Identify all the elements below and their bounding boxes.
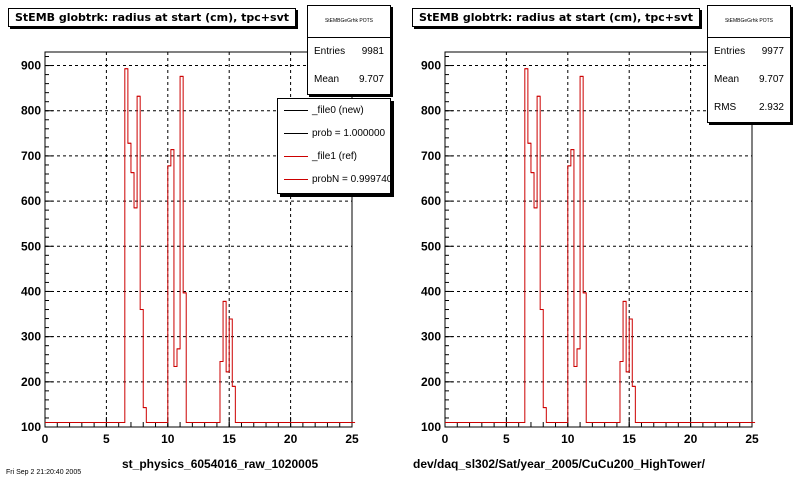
x-tick-label: 25 [745, 432, 759, 446]
y-tick-label: 200 [421, 375, 441, 389]
y-tick-label: 400 [21, 284, 41, 298]
legend-entry: _file1 (ref) [278, 145, 390, 168]
stats-mean-value: 9.707 [358, 74, 384, 85]
y-tick-label: 800 [21, 104, 41, 118]
x-axis-name-right: dev/daq_sl302/Sat/year_2005/CuCu200_High… [413, 457, 705, 471]
y-tick-label: 400 [421, 284, 441, 298]
y-tick-label: 600 [421, 194, 441, 208]
x-tick-label: 15 [623, 432, 637, 446]
chart-title-left: StEMB globtrk: radius at start (cm), tpc… [8, 8, 297, 27]
stats-entries-label: Entries [314, 46, 346, 57]
stats-mean-label: Mean [314, 74, 340, 85]
y-tick-label: 200 [21, 375, 41, 389]
y-tick-label: 500 [21, 239, 41, 253]
stats-name: StEMBGeGrhk POTS [708, 6, 790, 38]
timestamp-footer: Fri Sep 2 21:20:40 2005 [6, 469, 82, 476]
y-tick-label: 900 [21, 59, 41, 73]
legend-box: _file0 (new) prob = 1.000000 _file1 (ref… [277, 98, 391, 194]
plot-frame [444, 51, 753, 428]
y-tick-label: 300 [421, 330, 441, 344]
legend-label: _file0 (new) [312, 105, 364, 116]
legend-label: _file1 (ref) [312, 151, 358, 162]
legend-entry: prob = 1.000000 [278, 122, 390, 145]
x-tick-label: 25 [345, 432, 359, 446]
stats-entries-value: 9977 [761, 46, 784, 57]
stats-mean-label: Mean [714, 74, 740, 85]
stats-rms-label: RMS [714, 102, 737, 113]
y-tick-label: 700 [21, 149, 41, 163]
stats-mean-value: 9.707 [758, 74, 784, 85]
legend-label: probN = 0.999740 [312, 174, 391, 185]
legend-entry: probN = 0.999740 [278, 168, 390, 191]
legend-swatch [284, 156, 308, 157]
y-tick-label: 900 [421, 59, 441, 73]
legend-swatch [284, 133, 308, 134]
stats-name: StEMBGeGrhk POTS [308, 6, 390, 38]
histogram-plot-right: 100 200 300 400 500 600 700 800 900 0 5 10 15 20 25 [421, 51, 759, 446]
y-tick-label: 800 [421, 104, 441, 118]
stats-rms-value: 2.932 [758, 102, 784, 113]
x-tick-label: 15 [223, 432, 237, 446]
y-tick-label: 500 [421, 239, 441, 253]
x-tick-label: 10 [161, 432, 175, 446]
y-tick-label: 600 [21, 194, 41, 208]
stats-box-left: StEMBGeGrhk POTS Entries 9981 Mean 9.707 [307, 5, 391, 95]
x-tick-label: 0 [42, 432, 49, 446]
stats-box-right: StEMBGeGrhk POTS Entries 9977 Mean 9.707… [707, 5, 791, 123]
x-axis-name-left: st_physics_6054016_raw_1020005 [122, 457, 319, 471]
x-tick-label: 0 [442, 432, 449, 446]
x-tick-label: 20 [284, 432, 298, 446]
stats-entries-label: Entries [714, 46, 746, 57]
legend-swatch [284, 110, 308, 111]
x-tick-label: 20 [684, 432, 698, 446]
y-tick-label: 100 [421, 420, 441, 434]
legend-swatch [284, 179, 308, 180]
x-tick-label: 10 [561, 432, 575, 446]
y-tick-label: 100 [21, 420, 41, 434]
y-tick-label: 700 [421, 149, 441, 163]
y-tick-label: 300 [21, 330, 41, 344]
x-tick-label: 5 [503, 432, 510, 446]
stats-entries-value: 9981 [361, 46, 384, 57]
chart-title-right: StEMB globtrk: radius at start (cm), tpc… [412, 8, 701, 27]
legend-label: prob = 1.000000 [312, 128, 386, 139]
x-tick-label: 5 [103, 432, 110, 446]
legend-entry: _file0 (new) [278, 99, 390, 122]
